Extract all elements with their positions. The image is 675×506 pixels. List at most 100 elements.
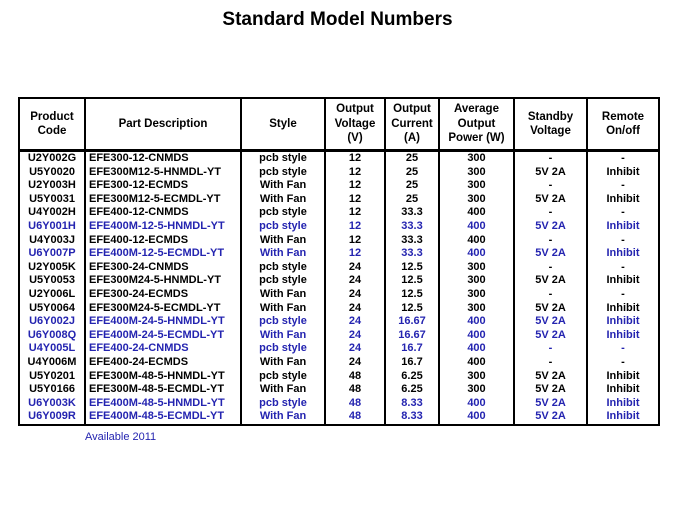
cell-standby-voltage: 5V 2A (513, 247, 588, 261)
cell-standby-voltage: 5V 2A (513, 192, 588, 207)
cell-output-voltage: 12 (324, 179, 386, 193)
cell-remote-on-off: Inhibit (586, 165, 660, 180)
cell-average-output-power: 400 (438, 410, 515, 425)
cell-output-voltage: 48 (324, 369, 386, 384)
cell-output-voltage: 12 (324, 247, 386, 261)
cell-style: pcb style (240, 219, 326, 234)
cell-style: With Fan (240, 233, 326, 248)
cell-style: With Fan (240, 301, 326, 316)
column-header-standby-voltage: Standby Voltage (513, 98, 588, 152)
cell-part-description: EFE300M-48-5-ECMDL-YT (84, 383, 242, 397)
column-header-remote-on-off: Remote On/off (586, 98, 660, 152)
cell-product-code: U6Y002J (18, 315, 86, 329)
cell-remote-on-off: Inhibit (586, 315, 660, 329)
cell-style: With Fan (240, 287, 326, 302)
cell-standby-voltage: 5V 2A (513, 315, 588, 329)
column-header-style: Style (240, 98, 326, 152)
cell-output-voltage: 12 (324, 206, 386, 220)
table-row: U5Y0020 EFE300M12-5-HNMDL-YT pcb style 1… (18, 165, 660, 180)
cell-product-code: U6Y008Q (18, 328, 86, 343)
cell-standby-voltage: 5V 2A (513, 219, 588, 234)
cell-part-description: EFE300M-48-5-HNMDL-YT (84, 369, 242, 384)
cell-output-voltage: 48 (324, 383, 386, 397)
table-row: U4Y002H EFE400-12-CNMDS pcb style 12 33.… (18, 206, 660, 220)
cell-standby-voltage: 5V 2A (513, 274, 588, 288)
cell-remote-on-off: - (586, 233, 660, 248)
table-row: U5Y0031 EFE300M12-5-ECMDL-YT With Fan 12… (18, 192, 660, 207)
cell-standby-voltage: - (513, 206, 588, 220)
table-row: U2Y003H EFE300-12-ECMDS With Fan 12 25 3… (18, 179, 660, 193)
cell-product-code: U5Y0166 (18, 383, 86, 397)
cell-product-code: U5Y0053 (18, 274, 86, 288)
cell-output-current: 25 (384, 165, 440, 180)
cell-part-description: EFE300M12-5-HNMDL-YT (84, 165, 242, 180)
cell-output-current: 25 (384, 150, 440, 166)
cell-part-description: EFE400-12-ECMDS (84, 233, 242, 248)
cell-average-output-power: 300 (438, 192, 515, 207)
cell-average-output-power: 400 (438, 328, 515, 343)
cell-style: pcb style (240, 396, 326, 411)
table-row: U2Y006L EFE300-24-ECMDS With Fan 24 12.5… (18, 287, 660, 302)
column-header-part-description: Part Description (84, 98, 242, 152)
cell-part-description: EFE400M-12-5-ECMDL-YT (84, 247, 242, 261)
cell-product-code: U5Y0064 (18, 301, 86, 316)
cell-standby-voltage: 5V 2A (513, 165, 588, 180)
cell-style: With Fan (240, 247, 326, 261)
cell-standby-voltage: - (513, 233, 588, 248)
cell-style: pcb style (240, 342, 326, 356)
cell-style: With Fan (240, 328, 326, 343)
table-row: U4Y003J EFE400-12-ECMDS With Fan 12 33.3… (18, 233, 660, 248)
cell-average-output-power: 300 (438, 383, 515, 397)
cell-average-output-power: 300 (438, 274, 515, 288)
cell-part-description: EFE400-24-CNMDS (84, 342, 242, 356)
cell-output-voltage: 24 (324, 274, 386, 288)
cell-product-code: U2Y006L (18, 287, 86, 302)
cell-average-output-power: 400 (438, 206, 515, 220)
cell-style: pcb style (240, 206, 326, 220)
cell-standby-voltage: - (513, 150, 588, 166)
cell-product-code: U5Y0201 (18, 369, 86, 384)
cell-part-description: EFE300M12-5-ECMDL-YT (84, 192, 242, 207)
page-title: Standard Model Numbers (222, 9, 453, 30)
cell-part-description: EFE400M-48-5-ECMDL-YT (84, 410, 242, 425)
cell-output-current: 12.5 (384, 287, 440, 302)
cell-product-code: U4Y002H (18, 206, 86, 220)
cell-output-voltage: 24 (324, 315, 386, 329)
cell-style: With Fan (240, 179, 326, 193)
cell-output-current: 12.5 (384, 301, 440, 316)
cell-output-voltage: 48 (324, 396, 386, 411)
cell-standby-voltage: 5V 2A (513, 396, 588, 411)
cell-remote-on-off: - (586, 206, 660, 220)
cell-style: With Fan (240, 383, 326, 397)
cell-product-code: U2Y003H (18, 179, 86, 193)
cell-style: pcb style (240, 315, 326, 329)
table-row: U4Y006M EFE400-24-ECMDS With Fan 24 16.7… (18, 355, 660, 370)
cell-style: With Fan (240, 410, 326, 425)
cell-output-current: 8.33 (384, 410, 440, 425)
cell-output-voltage: 12 (324, 165, 386, 180)
cell-average-output-power: 300 (438, 369, 515, 384)
cell-output-voltage: 24 (324, 328, 386, 343)
cell-output-current: 33.3 (384, 233, 440, 248)
cell-average-output-power: 400 (438, 247, 515, 261)
cell-part-description: EFE400M-24-5-ECMDL-YT (84, 328, 242, 343)
cell-remote-on-off: - (586, 287, 660, 302)
cell-average-output-power: 400 (438, 396, 515, 411)
cell-part-description: EFE300-12-CNMDS (84, 150, 242, 166)
cell-part-description: EFE300-24-CNMDS (84, 260, 242, 275)
cell-standby-voltage: - (513, 179, 588, 193)
cell-remote-on-off: - (586, 342, 660, 356)
cell-remote-on-off: - (586, 179, 660, 193)
table-row: U5Y0201 EFE300M-48-5-HNMDL-YT pcb style … (18, 369, 660, 384)
cell-product-code: U6Y001H (18, 219, 86, 234)
cell-average-output-power: 300 (438, 260, 515, 275)
table-row: U4Y005L EFE400-24-CNMDS pcb style 24 16.… (18, 342, 660, 356)
table-row: U5Y0053 EFE300M24-5-HNMDL-YT pcb style 2… (18, 274, 660, 288)
cell-standby-voltage: 5V 2A (513, 328, 588, 343)
table-row: U6Y009R EFE400M-48-5-ECMDL-YT With Fan 4… (18, 410, 660, 425)
cell-style: pcb style (240, 274, 326, 288)
cell-style: pcb style (240, 165, 326, 180)
cell-product-code: U2Y002G (18, 150, 86, 166)
cell-output-voltage: 12 (324, 150, 386, 166)
cell-average-output-power: 400 (438, 342, 515, 356)
